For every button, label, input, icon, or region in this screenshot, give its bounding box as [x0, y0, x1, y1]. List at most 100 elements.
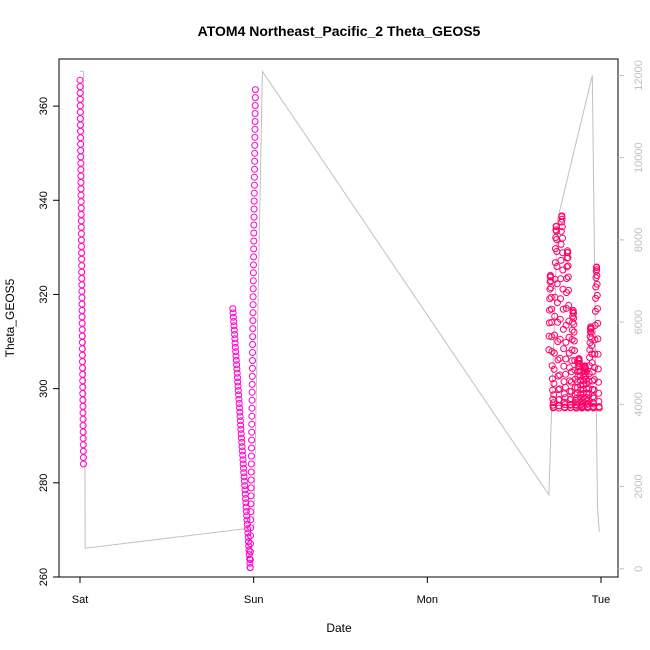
data-point: [77, 230, 85, 238]
data-point: [77, 204, 85, 212]
data-point: [249, 317, 257, 325]
data-point: [237, 425, 245, 433]
x-tick-label: Sat: [72, 594, 89, 606]
data-point: [247, 460, 255, 468]
data-point: [562, 370, 570, 378]
data-point: [250, 189, 258, 197]
data-point: [79, 441, 87, 449]
data-point: [77, 198, 85, 206]
data-point: [77, 127, 84, 135]
data-point: [232, 352, 240, 360]
data-point: [557, 227, 565, 235]
data-point: [593, 272, 601, 279]
data-point: [590, 386, 598, 394]
data-point: [76, 83, 84, 91]
y-tick-label: 320: [38, 285, 50, 303]
data-point: [240, 477, 248, 485]
y-tick-label: 300: [38, 379, 50, 397]
data-point: [77, 153, 85, 161]
data-point: [248, 428, 256, 436]
data-point: [564, 254, 572, 262]
data-point: [229, 305, 237, 313]
data-point: [77, 236, 85, 244]
data-point: [550, 399, 557, 407]
y-axis-label: Theta_GEOS5: [3, 278, 17, 357]
data-point: [591, 350, 599, 358]
data-point: [557, 295, 564, 303]
data-point: [565, 317, 573, 325]
data-point: [557, 240, 565, 248]
data-point: [245, 551, 253, 559]
data-point: [76, 121, 84, 129]
data-point: [251, 125, 259, 133]
data-point: [236, 417, 244, 425]
data-point: [593, 280, 601, 288]
x-axis: Sat Sun Mon Tue: [72, 577, 610, 606]
data-point: [548, 375, 556, 383]
data-point: [251, 133, 259, 141]
y-tick-label: 260: [38, 568, 50, 586]
data-point: [230, 318, 238, 325]
data-point: [229, 313, 237, 321]
data-point: [240, 469, 248, 477]
data-point: [248, 388, 256, 396]
data-point: [560, 362, 568, 370]
data-point: [229, 309, 237, 317]
data-point: [77, 217, 85, 225]
data-point: [554, 338, 562, 346]
chart-title: ATOM4 Northeast_Pacific_2 Theta_GEOS5: [198, 23, 481, 39]
data-point: [77, 191, 85, 199]
data-point: [591, 364, 599, 371]
data-point: [559, 234, 566, 242]
data-point: [546, 285, 554, 293]
data-point: [246, 564, 254, 572]
data-point: [249, 293, 257, 301]
y2-tick-label: 6000: [633, 310, 645, 334]
data-point: [251, 110, 259, 117]
data-point: [586, 346, 594, 354]
data-point: [563, 289, 570, 297]
data-point: [250, 253, 258, 261]
data-point: [249, 357, 256, 364]
data-point: [251, 118, 259, 125]
data-point: [247, 484, 255, 492]
data-point: [251, 86, 259, 94]
data-point: [560, 378, 568, 386]
data-point: [80, 460, 87, 468]
data-point: [76, 76, 84, 84]
data-point: [237, 421, 245, 429]
data-point: [250, 173, 258, 181]
data-point: [591, 336, 599, 344]
data-point: [594, 350, 602, 358]
data-point: [235, 395, 243, 403]
data-point: [233, 369, 241, 377]
data-point: [589, 377, 596, 385]
data-point: [248, 444, 255, 452]
data-point: [565, 301, 573, 309]
data-point: [547, 277, 555, 285]
data-point: [230, 322, 238, 330]
data-point: [247, 516, 255, 524]
data-point: [249, 269, 257, 277]
data-point: [77, 185, 85, 193]
data-point: [235, 391, 243, 399]
y-axis-right: 0 2000 4000 6000 8000 10000 12000: [618, 60, 645, 572]
data-point: [553, 263, 561, 270]
data-point: [554, 372, 562, 380]
y2-tick-label: 8000: [633, 228, 645, 252]
data-point: [551, 259, 559, 267]
data-point: [562, 355, 570, 363]
data-point: [251, 149, 259, 157]
x-axis-label: Date: [326, 621, 352, 635]
data-point: [76, 89, 84, 97]
data-point: [234, 374, 241, 382]
data-point: [550, 349, 558, 357]
y-tick-label: 280: [38, 474, 50, 492]
data-point: [558, 212, 566, 220]
data-point: [78, 243, 85, 250]
data-point: [250, 245, 258, 253]
plot-frame: [58, 58, 619, 578]
data-point: [76, 108, 84, 116]
data-point: [247, 468, 255, 476]
